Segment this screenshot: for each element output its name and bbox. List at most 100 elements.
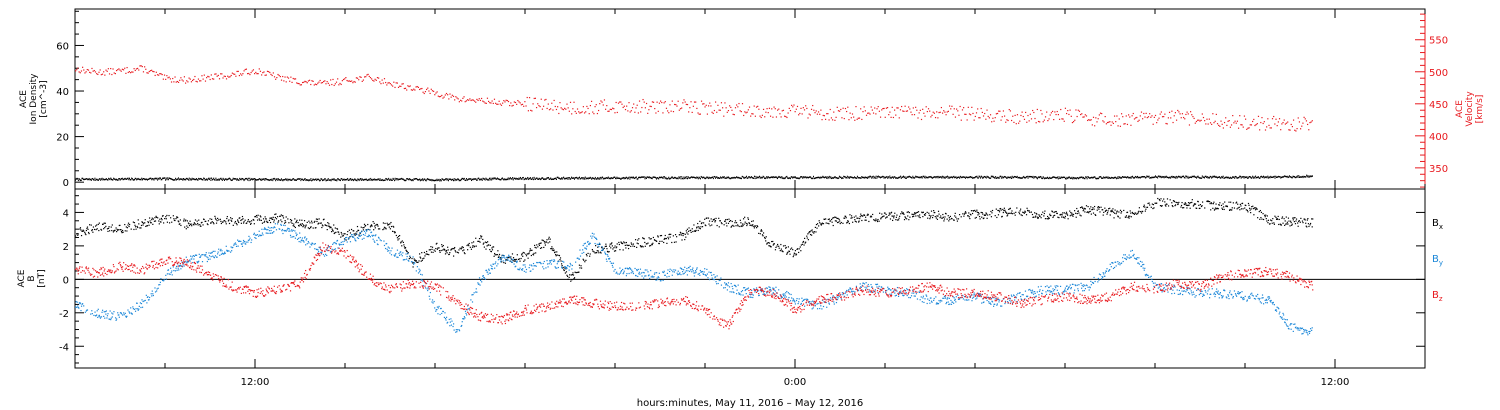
b-point-bx	[724, 220, 726, 222]
density-point	[416, 178, 418, 180]
density-point	[478, 177, 480, 179]
density-point	[1306, 174, 1308, 177]
density-point	[386, 178, 388, 180]
density-point	[1307, 176, 1309, 178]
density-point	[357, 178, 359, 181]
b-point-bx	[143, 222, 145, 224]
b-point-bx	[609, 245, 611, 247]
velocity-point	[978, 117, 980, 119]
b-point-by	[163, 279, 165, 281]
density-point	[504, 178, 506, 181]
density-tick-label: 60	[56, 41, 69, 52]
density-point	[961, 176, 963, 179]
b-axis-title-line: ACE	[17, 269, 27, 287]
b-point-bx	[809, 231, 811, 233]
b-point-bx	[385, 228, 387, 230]
b-point-bx	[274, 216, 276, 219]
velocity-point	[1069, 109, 1071, 111]
density-point	[627, 178, 629, 180]
density-point	[126, 177, 128, 180]
density-point	[1160, 176, 1162, 179]
density-point	[381, 179, 382, 181]
density-point	[989, 177, 991, 179]
velocity-point	[404, 87, 407, 89]
b-point-bx	[659, 240, 661, 242]
density-point	[987, 176, 989, 178]
velocity-point	[697, 112, 699, 114]
b-point-bx	[700, 226, 702, 228]
b-point-bx	[242, 218, 244, 220]
density-point	[147, 178, 149, 181]
density-point	[1205, 175, 1207, 178]
b-point-bx	[234, 220, 237, 223]
density-point	[90, 179, 92, 181]
velocity-point	[575, 112, 577, 114]
b-point-bx	[1023, 212, 1025, 214]
b-point-bx	[1063, 216, 1065, 219]
b-point-by	[188, 259, 191, 261]
density-axis-title-line: [cm^-3]	[39, 80, 49, 117]
velocity-point	[655, 112, 657, 114]
b-point-bx	[942, 213, 944, 216]
density-point	[1302, 176, 1304, 179]
b-point-bx	[719, 220, 721, 222]
b-point-bx	[164, 217, 166, 220]
density-point	[155, 178, 157, 180]
b-point-bx	[1125, 216, 1127, 218]
b-point-by	[131, 313, 133, 315]
b-point-bx	[191, 225, 193, 227]
density-point	[396, 178, 398, 180]
density-point	[91, 178, 93, 180]
b-point-bx	[636, 246, 638, 249]
density-point	[1112, 177, 1114, 179]
velocity-point	[1035, 122, 1037, 124]
b-point-bx	[310, 220, 313, 222]
b-point-by	[140, 306, 142, 309]
b-point-bx	[1171, 205, 1173, 207]
b-point-bx	[491, 249, 494, 251]
velocity-point	[812, 104, 814, 107]
density-point	[973, 177, 975, 179]
b-point-bx	[200, 225, 202, 227]
b-point-by	[253, 233, 255, 236]
density-point	[1309, 175, 1311, 177]
velocity-point	[821, 119, 823, 121]
b-point-bx	[316, 218, 319, 220]
density-point	[347, 177, 349, 180]
velocity-point	[574, 110, 576, 113]
b-point-bx	[1060, 213, 1062, 215]
b-point-bx	[328, 225, 330, 227]
density-point	[1068, 176, 1070, 178]
velocity-point	[730, 106, 732, 109]
b-point-bx	[859, 217, 861, 220]
b-point-by	[143, 300, 145, 302]
b-point-bx	[1278, 218, 1280, 221]
density-point	[105, 178, 107, 180]
velocity-point	[629, 111, 631, 113]
b-point-bx	[420, 257, 422, 259]
b-point-bx	[752, 220, 754, 222]
b-point-bx	[341, 233, 343, 235]
density-point	[968, 176, 970, 179]
velocity-point	[561, 108, 563, 110]
velocity-point	[787, 112, 789, 114]
velocity-point	[387, 82, 389, 84]
density-point	[1148, 175, 1150, 178]
density-point	[720, 176, 722, 178]
velocity-point	[1213, 122, 1215, 124]
b-point-bx	[247, 219, 249, 221]
velocity-point	[1046, 111, 1048, 113]
density-point	[1182, 175, 1184, 178]
density-point	[1298, 175, 1300, 177]
b-point-by	[193, 255, 195, 257]
density-point	[792, 177, 794, 179]
density-point	[559, 178, 561, 180]
density-point	[978, 175, 980, 177]
b-point-bx	[922, 211, 924, 213]
density-point	[261, 178, 263, 180]
b-point-bx	[489, 249, 491, 251]
b-point-bx	[816, 227, 818, 229]
density-point	[790, 176, 792, 178]
density-point	[301, 178, 303, 180]
density-point	[410, 179, 412, 181]
